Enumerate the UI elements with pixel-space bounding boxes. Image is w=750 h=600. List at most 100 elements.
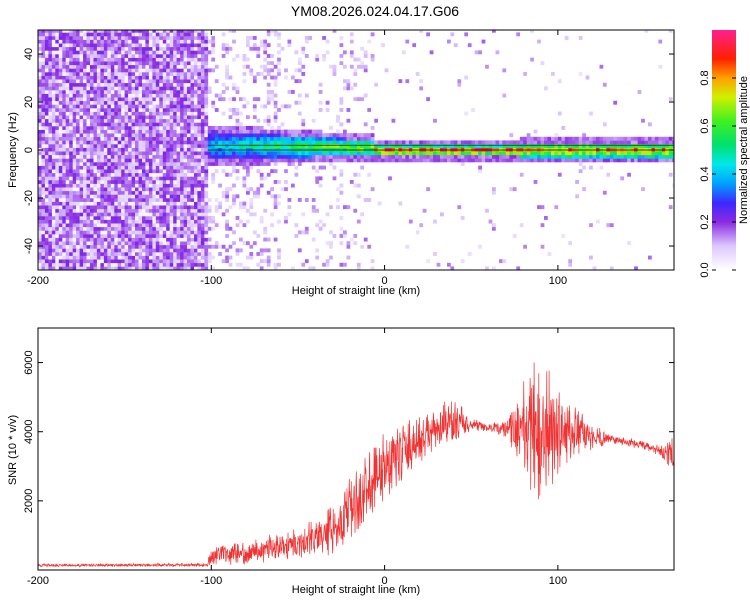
spectrogram-cell xyxy=(90,72,94,76)
spectrogram-cell xyxy=(100,208,105,213)
spectrogram-cell xyxy=(152,86,157,91)
spectrogram-cell xyxy=(367,244,372,249)
spectrogram-cell xyxy=(183,172,188,177)
spectrogram-cell xyxy=(152,136,157,141)
spectrogram-cell xyxy=(249,212,254,217)
spectrogram-cell xyxy=(169,57,174,62)
spectrogram-cell xyxy=(492,266,496,270)
spectrogram-cell xyxy=(197,180,202,184)
spectrogram-cell xyxy=(564,140,569,145)
spectrogram-cell xyxy=(176,262,181,267)
spectrogram-cell xyxy=(93,165,98,170)
spectrogram-cell xyxy=(38,97,42,102)
spectrogram-cell xyxy=(69,172,73,177)
spectrogram-cell xyxy=(207,86,212,91)
spectrogram-cell xyxy=(131,90,136,94)
spectrogram-cell xyxy=(540,151,545,156)
spectrogram-cell xyxy=(349,32,354,37)
spectrogram-cell xyxy=(72,115,77,120)
spectrogram-cell xyxy=(55,244,60,249)
spectrogram-cell xyxy=(537,147,541,152)
spectrogram-cell xyxy=(537,151,541,156)
spectrogram-cell xyxy=(138,50,143,55)
spectrogram-cell xyxy=(266,32,271,37)
spectrogram-cell xyxy=(72,165,77,170)
spectrogram-cell xyxy=(79,97,84,102)
spectrogram-cell xyxy=(232,30,236,33)
spectrogram-cell xyxy=(152,162,157,166)
spectrogram-cell xyxy=(117,104,122,109)
spectrogram-cell xyxy=(55,133,60,138)
spectrogram-cell xyxy=(180,172,184,177)
spectrogram-cell xyxy=(62,36,67,40)
spectrogram-cell xyxy=(121,255,125,260)
spectrogram-cell xyxy=(169,86,174,91)
spectrogram-cell xyxy=(93,180,98,184)
spectrogram-cell xyxy=(162,144,167,148)
spectrogram-cell xyxy=(246,133,250,138)
spectrogram-cell xyxy=(661,151,666,156)
spectrogram-cell xyxy=(69,36,73,40)
spectrogram-cell xyxy=(204,32,209,37)
spectrogram-cell xyxy=(169,266,174,270)
spectrogram-cell xyxy=(138,61,143,66)
spectrogram-cell xyxy=(62,111,67,116)
spectrogram-cell xyxy=(100,201,105,206)
spectrogram-cell xyxy=(304,54,309,58)
spectrogram-cell xyxy=(41,205,46,210)
spectrogram-cell xyxy=(79,205,84,210)
spectrogram-cell xyxy=(408,219,413,224)
spectrogram-cell xyxy=(48,205,53,210)
spectrogram-cell xyxy=(339,147,344,152)
spectrogram-cell xyxy=(51,39,56,44)
spectrogram-cell xyxy=(204,198,209,202)
spectrogram-cell xyxy=(41,122,46,127)
spectrogram-cell xyxy=(176,151,181,156)
spectrogram-cell xyxy=(128,198,132,202)
spectrogram-cell xyxy=(142,115,146,120)
spectrogram-cell xyxy=(69,266,73,270)
spectrogram-cell xyxy=(194,162,198,166)
spectrogram-cell xyxy=(661,158,666,163)
spectrogram-cell xyxy=(58,234,63,238)
spectrogram-cell xyxy=(128,241,132,246)
spectrogram-cell xyxy=(169,136,174,141)
spectrogram-cell xyxy=(346,205,351,210)
spectrogram-cell xyxy=(38,194,42,199)
spectrogram-cell xyxy=(228,187,233,192)
spectrogram-cell xyxy=(90,223,94,228)
spectrogram-cell xyxy=(128,183,132,188)
spectrogram-cell xyxy=(339,43,344,48)
spectrogram-cell xyxy=(162,86,167,91)
spectrogram-cell xyxy=(214,129,219,134)
spectrogram-cell xyxy=(207,136,212,141)
spectrogram-cell xyxy=(135,100,139,105)
spectrogram-cell xyxy=(252,129,257,134)
spectrogram-cell xyxy=(578,72,583,76)
spectrogram-cell xyxy=(79,86,84,91)
spectrogram-cell xyxy=(204,140,209,145)
spectrogram-cell xyxy=(561,154,566,159)
spectrogram-cell xyxy=(121,32,125,37)
spectrogram-cell xyxy=(148,187,153,192)
spectrogram-cell xyxy=(488,154,493,159)
spectrogram-cell xyxy=(38,36,42,40)
spectrogram-cell xyxy=(76,172,80,177)
spectrogram-cell xyxy=(121,136,125,141)
spectrogram-cell xyxy=(90,68,94,73)
spectrogram-cell xyxy=(644,144,649,148)
spectrogram-cell xyxy=(297,133,302,138)
spectrogram-cell xyxy=(142,216,146,220)
spectrogram-cell xyxy=(311,266,316,270)
spectrogram-cell xyxy=(114,194,119,199)
spectrogram-cell xyxy=(322,133,326,138)
spectrogram-cell xyxy=(180,241,184,246)
spectrogram-cell xyxy=(100,108,105,112)
spectrogram-cell xyxy=(166,144,170,148)
spectrogram-cell xyxy=(159,30,164,33)
spectrogram-cell xyxy=(273,194,278,199)
spectrogram-cell xyxy=(190,43,195,48)
spectrogram-cell xyxy=(200,212,205,217)
spectrogram-cell xyxy=(96,230,101,235)
spectrogram-cell xyxy=(606,136,611,141)
